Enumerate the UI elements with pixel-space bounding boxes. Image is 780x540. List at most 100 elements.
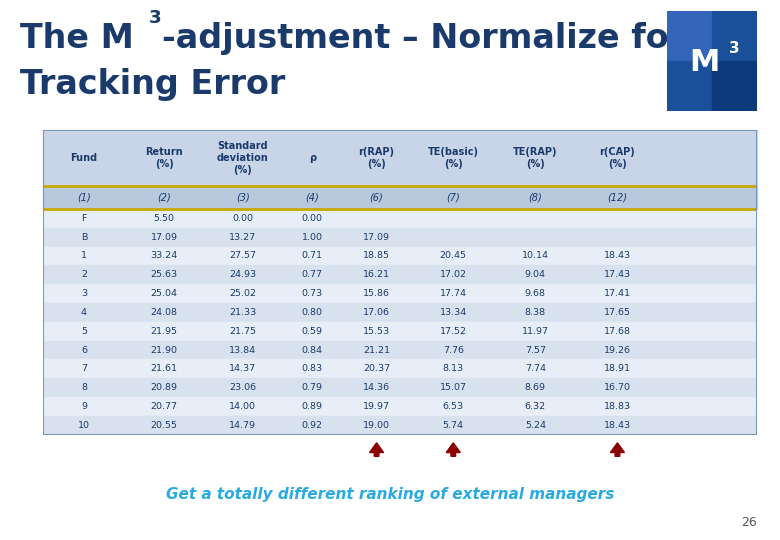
Text: 19.00: 19.00 bbox=[363, 421, 390, 430]
Text: 18.43: 18.43 bbox=[604, 421, 631, 430]
Text: 26: 26 bbox=[741, 516, 757, 529]
Text: 20.37: 20.37 bbox=[363, 364, 390, 373]
Text: 21.95: 21.95 bbox=[151, 327, 178, 336]
Bar bbox=[43, 360, 757, 378]
Text: 1: 1 bbox=[81, 252, 87, 260]
Text: 20.55: 20.55 bbox=[151, 421, 178, 430]
Text: 0.92: 0.92 bbox=[302, 421, 323, 430]
Text: 18.85: 18.85 bbox=[363, 252, 390, 260]
Text: 18.91: 18.91 bbox=[604, 364, 631, 373]
Text: 18.83: 18.83 bbox=[604, 402, 631, 411]
Text: 7: 7 bbox=[81, 364, 87, 373]
Text: 5: 5 bbox=[81, 327, 87, 336]
Bar bbox=[711, 60, 757, 111]
Text: 17.68: 17.68 bbox=[604, 327, 631, 336]
Bar bbox=[43, 397, 757, 416]
Text: 4: 4 bbox=[81, 308, 87, 317]
Text: 13.27: 13.27 bbox=[229, 233, 257, 241]
Bar bbox=[43, 303, 757, 322]
Text: 15.53: 15.53 bbox=[363, 327, 390, 336]
Text: 13.34: 13.34 bbox=[440, 308, 467, 317]
Text: 17.41: 17.41 bbox=[604, 289, 631, 298]
Text: 27.57: 27.57 bbox=[229, 252, 257, 260]
Text: (1): (1) bbox=[77, 192, 90, 202]
Bar bbox=[711, 11, 757, 60]
Text: 25.04: 25.04 bbox=[151, 289, 178, 298]
Text: 13.84: 13.84 bbox=[229, 346, 257, 355]
Text: 19.26: 19.26 bbox=[604, 346, 631, 355]
Text: 15.07: 15.07 bbox=[440, 383, 466, 392]
Bar bbox=[667, 11, 711, 60]
Text: 24.08: 24.08 bbox=[151, 308, 178, 317]
Text: The M: The M bbox=[20, 22, 133, 56]
Text: r(CAP)
(%): r(CAP) (%) bbox=[600, 147, 635, 169]
Text: 11.97: 11.97 bbox=[522, 327, 549, 336]
Text: 0.83: 0.83 bbox=[302, 364, 323, 373]
Text: 17.06: 17.06 bbox=[363, 308, 390, 317]
Text: 0.89: 0.89 bbox=[302, 402, 323, 411]
Text: 10: 10 bbox=[78, 421, 90, 430]
Text: 24.93: 24.93 bbox=[229, 271, 257, 279]
Text: -adjustment – Normalize for: -adjustment – Normalize for bbox=[162, 22, 686, 56]
Bar bbox=[43, 416, 757, 435]
Bar bbox=[43, 130, 757, 186]
Text: 14.79: 14.79 bbox=[229, 421, 257, 430]
Text: (6): (6) bbox=[370, 192, 384, 202]
Text: 8: 8 bbox=[81, 383, 87, 392]
Text: 0.77: 0.77 bbox=[302, 271, 323, 279]
Text: 10.14: 10.14 bbox=[522, 252, 549, 260]
Bar bbox=[667, 60, 711, 111]
Text: 20.45: 20.45 bbox=[440, 252, 466, 260]
Text: 0.71: 0.71 bbox=[302, 252, 323, 260]
Text: Fund: Fund bbox=[70, 153, 98, 163]
Text: Return
(%): Return (%) bbox=[145, 147, 183, 169]
Text: 6.53: 6.53 bbox=[443, 402, 464, 411]
Text: 25.63: 25.63 bbox=[151, 271, 178, 279]
Text: 7.76: 7.76 bbox=[443, 346, 464, 355]
Text: (2): (2) bbox=[158, 192, 171, 202]
Text: 16.70: 16.70 bbox=[604, 383, 631, 392]
Text: 0.00: 0.00 bbox=[302, 214, 323, 223]
Text: 0.00: 0.00 bbox=[232, 214, 254, 223]
Text: 17.02: 17.02 bbox=[440, 271, 466, 279]
Text: 7.57: 7.57 bbox=[525, 346, 546, 355]
Text: ρ: ρ bbox=[309, 153, 316, 163]
Text: 21.61: 21.61 bbox=[151, 364, 178, 373]
Text: TE(RAP)
(%): TE(RAP) (%) bbox=[513, 147, 558, 169]
Text: 21.33: 21.33 bbox=[229, 308, 257, 317]
Text: 3: 3 bbox=[81, 289, 87, 298]
Text: 0.80: 0.80 bbox=[302, 308, 323, 317]
Bar bbox=[43, 284, 757, 303]
Text: 5.24: 5.24 bbox=[525, 421, 546, 430]
Text: (8): (8) bbox=[529, 192, 542, 202]
Text: 17.09: 17.09 bbox=[151, 233, 178, 241]
Text: 14.37: 14.37 bbox=[229, 364, 257, 373]
Text: F: F bbox=[81, 214, 87, 223]
Text: 2: 2 bbox=[81, 271, 87, 279]
Bar bbox=[43, 186, 757, 209]
Text: 6.32: 6.32 bbox=[525, 402, 546, 411]
Text: B: B bbox=[81, 233, 87, 241]
Text: 8.13: 8.13 bbox=[443, 364, 464, 373]
Bar bbox=[43, 228, 757, 247]
Text: Standard
deviation
(%): Standard deviation (%) bbox=[217, 141, 268, 175]
Text: 17.09: 17.09 bbox=[363, 233, 390, 241]
Text: 5.74: 5.74 bbox=[443, 421, 464, 430]
Text: 21.21: 21.21 bbox=[363, 346, 390, 355]
Text: 17.65: 17.65 bbox=[604, 308, 631, 317]
Text: 1.00: 1.00 bbox=[302, 233, 323, 241]
Text: 21.90: 21.90 bbox=[151, 346, 178, 355]
Text: Tracking Error: Tracking Error bbox=[20, 68, 285, 101]
Text: 21.75: 21.75 bbox=[229, 327, 257, 336]
Text: 15.86: 15.86 bbox=[363, 289, 390, 298]
Text: (4): (4) bbox=[306, 192, 319, 202]
Text: 5.50: 5.50 bbox=[154, 214, 175, 223]
Text: 17.74: 17.74 bbox=[440, 289, 466, 298]
Text: 20.77: 20.77 bbox=[151, 402, 178, 411]
Text: 9: 9 bbox=[81, 402, 87, 411]
Text: 25.02: 25.02 bbox=[229, 289, 257, 298]
Text: 20.89: 20.89 bbox=[151, 383, 178, 392]
Bar bbox=[43, 209, 757, 228]
Text: 17.52: 17.52 bbox=[440, 327, 466, 336]
Bar bbox=[43, 322, 757, 341]
